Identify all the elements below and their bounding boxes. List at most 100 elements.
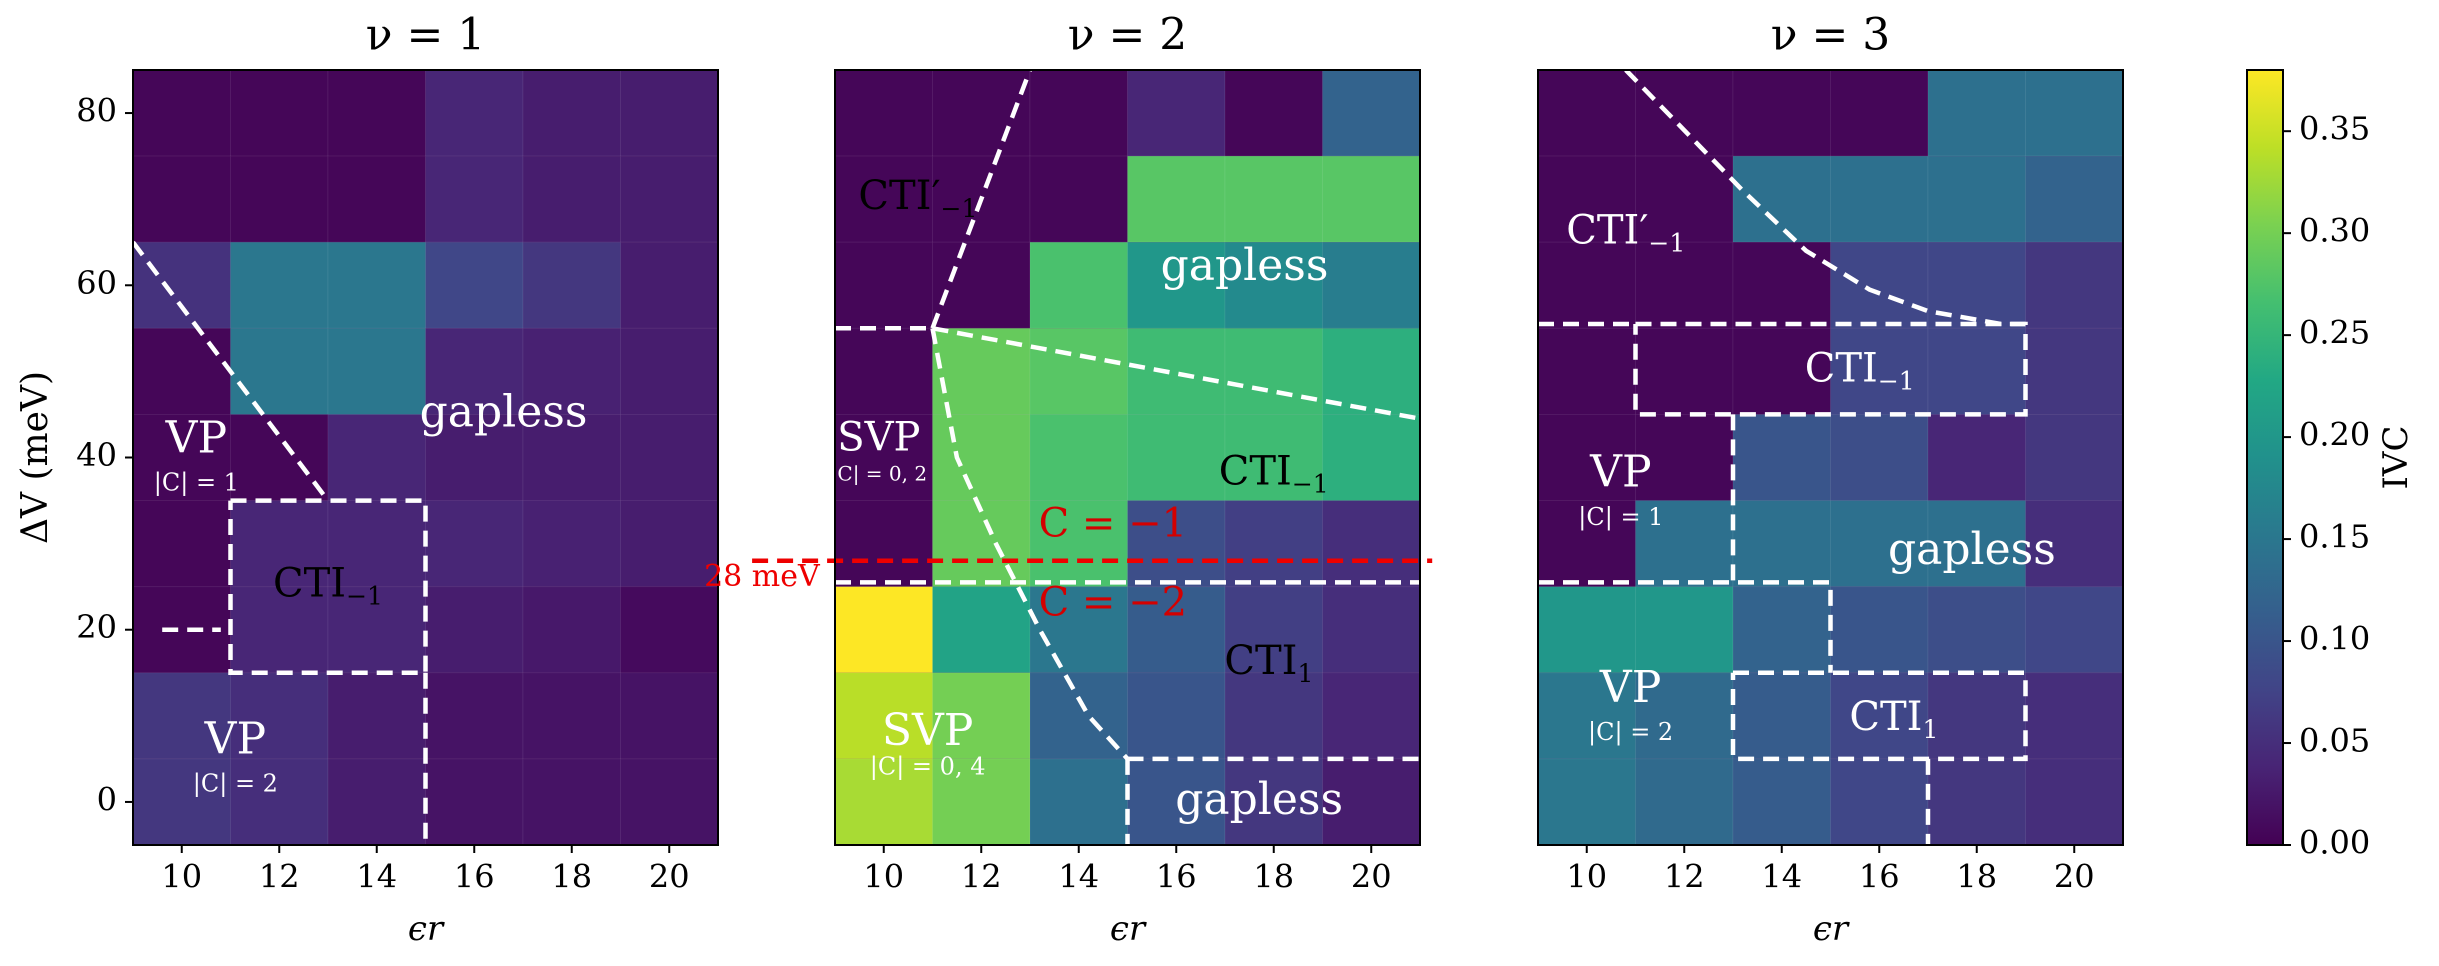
heatmap-cell	[834, 500, 933, 588]
heatmap-cell	[1224, 500, 1323, 588]
region-label: |C| = 1	[154, 468, 239, 497]
heatmap-cell	[522, 327, 621, 415]
region-label-text: CTI′	[1566, 208, 1648, 254]
heatmap-cell	[1635, 500, 1734, 588]
region-label-text: gapless	[420, 386, 588, 437]
x-axis-label: ϵr	[408, 909, 445, 949]
region-label-subscript: −1	[941, 194, 978, 223]
region-label: C = −1	[1039, 500, 1188, 546]
region-label: |C| = 0, 2	[831, 461, 927, 486]
colorbar-tick-label: 0.30	[2299, 212, 2370, 250]
heatmap-cell	[2025, 241, 2124, 329]
heatmap-cell	[1537, 758, 1636, 846]
heatmap-cell	[522, 413, 621, 502]
heatmap-cell	[1224, 241, 1323, 329]
heatmap-cell	[1537, 500, 1636, 588]
heatmap-cell	[132, 241, 231, 329]
colorbar-label: IVC	[2376, 426, 2416, 490]
heatmap-cell	[230, 413, 329, 502]
heatmap-cell	[1029, 586, 1128, 674]
phase-boundaries	[1538, 68, 2028, 845]
heatmap-cells	[1537, 69, 2124, 846]
region-label: CTI′−1	[1566, 208, 1685, 258]
heatmap-cell	[620, 500, 719, 588]
region-label: gapless	[420, 386, 588, 437]
x-tick-label: 16	[454, 858, 495, 896]
heatmap-cells	[132, 69, 719, 846]
phase-boundary-line	[1730, 670, 2028, 762]
heatmap-cell	[2025, 155, 2124, 243]
panel-title: ν = 2	[1068, 10, 1188, 61]
phase-boundary-line	[930, 327, 1130, 761]
heatmap-cell	[1224, 413, 1323, 502]
y-tick-label: 60	[76, 264, 117, 302]
phase-boundaries	[131, 240, 428, 845]
heatmap-cell	[1927, 327, 2026, 415]
heatmap-cell	[425, 155, 524, 243]
region-label-text: CTI	[1849, 694, 1922, 740]
region-labels: gapless VP |C| = 1 CTI−1 VP |C| = 2	[154, 386, 588, 798]
region-label: VP	[1599, 662, 1661, 713]
region-label: VP	[204, 713, 266, 764]
heatmap-cell	[1224, 327, 1323, 415]
region-label-text: CTI	[1805, 345, 1878, 391]
heatmap-cell	[1635, 586, 1734, 674]
region-label-text: VP	[1599, 662, 1661, 713]
x-tick-label: 14	[356, 858, 397, 896]
phase-boundary-line	[131, 240, 330, 502]
heatmap-cell	[1322, 241, 1421, 329]
heatmap-cell	[327, 500, 426, 588]
phase-boundary-line	[932, 326, 1421, 421]
heatmap-cell	[1830, 327, 1929, 415]
region-label: SVP	[882, 705, 974, 756]
colorbar-tick-label: 0.15	[2299, 518, 2370, 556]
heatmap-cell	[327, 69, 426, 157]
heatmap-cell	[230, 69, 329, 157]
heatmap-cell	[327, 241, 426, 329]
panel-title: ν = 3	[1771, 10, 1891, 61]
heatmap-cell	[2025, 69, 2124, 157]
region-label-text: SVP	[882, 705, 974, 756]
heatmap-cell	[932, 241, 1031, 329]
heatmap-cell	[1322, 500, 1421, 588]
region-label-text: VP	[165, 412, 227, 463]
heatmap-cell	[1537, 327, 1636, 415]
heatmap-cell	[620, 586, 719, 674]
y-tick-label: 40	[76, 436, 117, 474]
heatmap-cell	[1732, 155, 1831, 243]
heatmap-cell	[1029, 327, 1128, 415]
heatmap-cell	[1732, 327, 1831, 415]
heatmap-cell	[425, 500, 524, 588]
heatmap-cell	[327, 327, 426, 415]
heatmap-cell	[327, 672, 426, 760]
heatmap-cell	[620, 413, 719, 502]
heatmap-cell	[932, 672, 1031, 760]
heatmap-cell	[1029, 155, 1128, 243]
heatmap-cells	[834, 69, 1421, 846]
heatmap-cell	[327, 586, 426, 674]
heatmap-cell	[1830, 155, 1929, 243]
heatmap-cell	[425, 586, 524, 674]
heatmap-cell	[1732, 69, 1831, 157]
x-tick-label: 12	[961, 858, 1002, 896]
heatmap-cell	[834, 241, 933, 329]
x-axis: 10 12 14 16 18 20 ϵr	[161, 845, 690, 949]
heatmap-cell	[1224, 155, 1323, 243]
region-label-subscript: −1	[346, 581, 383, 610]
heatmap-cell	[1927, 500, 2026, 588]
heatmap-cell	[620, 327, 719, 415]
heatmap-cell	[1537, 586, 1636, 674]
region-label-text: |C| = 0, 2	[831, 461, 927, 486]
region-label-subscript: −1	[1878, 366, 1915, 395]
region-label: gapless	[1161, 240, 1329, 291]
region-label: C = −2	[1039, 580, 1188, 626]
heatmap-cell	[2025, 672, 2124, 760]
region-label-text: CTI	[273, 561, 346, 607]
region-label: VP	[1589, 446, 1651, 497]
heatmap-cell	[1830, 69, 1929, 157]
axes-frame	[834, 69, 1421, 846]
x-tick-label: 18	[551, 858, 592, 896]
colorbar-tick-label: 0.25	[2299, 314, 2370, 352]
